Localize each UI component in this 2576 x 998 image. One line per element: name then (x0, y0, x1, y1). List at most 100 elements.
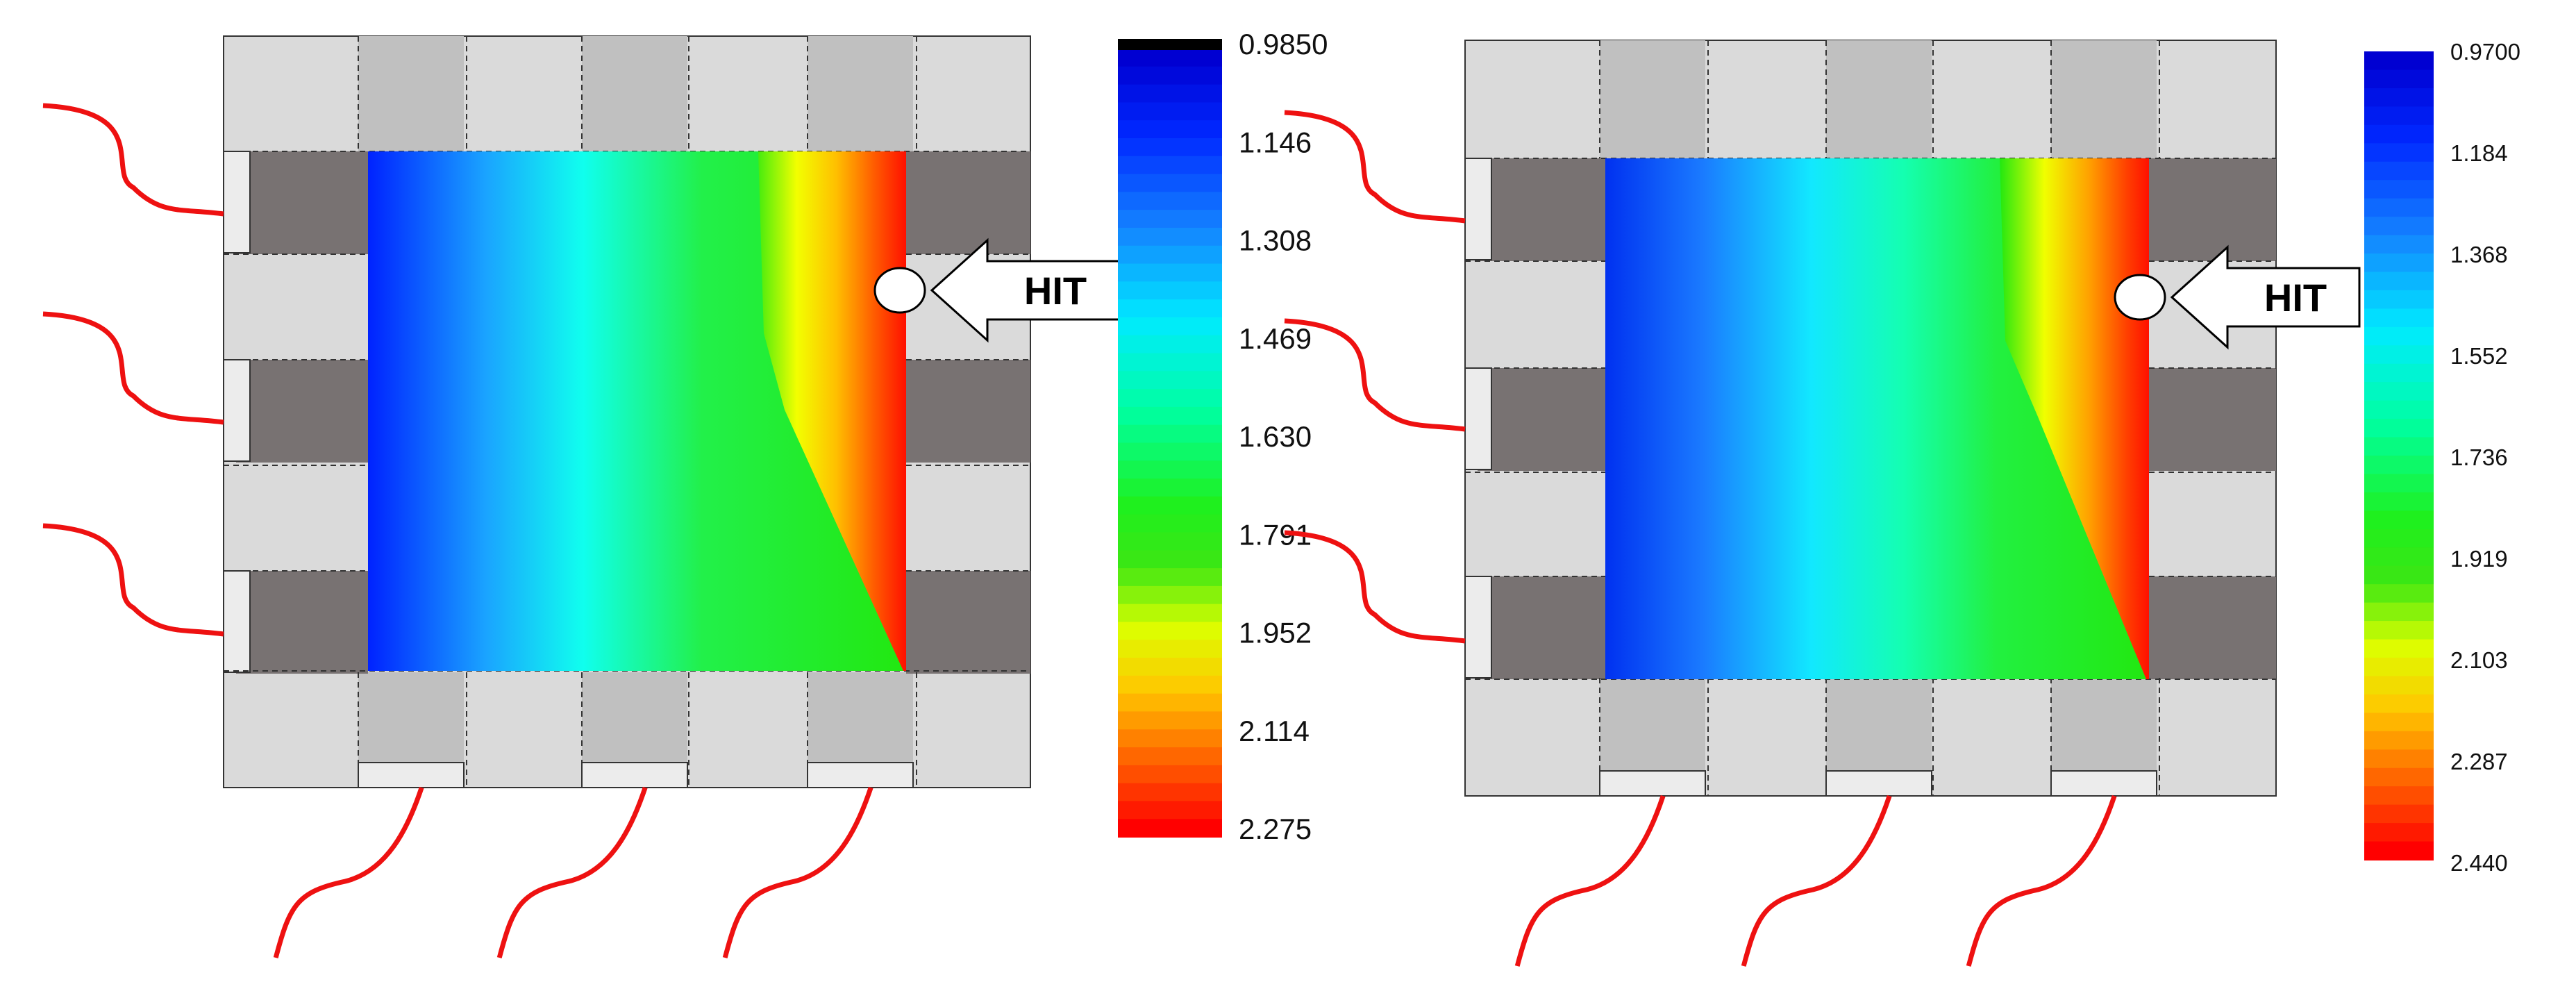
colorbar-swatch-29 (2364, 565, 2434, 585)
colorbar-tick-5: 1.630 (1239, 420, 1312, 453)
colorbar-swatch-23 (1118, 442, 1222, 462)
colorbar-swatch-13 (1118, 263, 1222, 283)
side-tile-left-2 (236, 360, 368, 463)
colorbar-swatch-21 (1118, 406, 1222, 426)
lead-wire-left-1 (42, 103, 224, 217)
colorbar-swatch-26 (1118, 496, 1222, 515)
colorbar-swatch-11 (1118, 227, 1222, 247)
colorbar-tick-4: 1.552 (2450, 343, 2508, 369)
colorbar-swatch-30 (1118, 568, 1222, 587)
colorbar-swatch-35 (2364, 676, 2434, 695)
bottom-sensor-pad-1 (1599, 770, 1706, 797)
colorbar-swatch-28 (1118, 532, 1222, 551)
colorbar-swatch-33 (2364, 639, 2434, 658)
lead-wire-bottom-3 (722, 786, 873, 958)
lead-wire-bottom-3 (1966, 795, 2117, 967)
panel-left: HIT0.98501.1461.3081.4691.6301.7911.9522… (42, 28, 1328, 958)
colorbar-swatch-7 (2364, 161, 2434, 181)
colorbar-swatch-16 (2364, 326, 2434, 347)
colorbar-swatch-44 (2364, 841, 2434, 860)
hit-arrow-icon (2170, 244, 2361, 350)
colorbar-swatch-43 (2364, 823, 2434, 842)
colorbar-swatch-24 (1118, 460, 1222, 480)
tile-top-3 (808, 36, 913, 151)
colorbar-swatch-13 (2364, 272, 2434, 291)
colorbar-swatch-39 (2364, 749, 2434, 769)
hit-label: HIT (2264, 276, 2327, 319)
colorbar-swatch-28 (2364, 547, 2434, 567)
colorbar-swatch-42 (2364, 804, 2434, 824)
colorbar-swatch-42 (1118, 783, 1222, 802)
colorbar-swatch-40 (2364, 767, 2434, 788)
lead-wire-left-1 (1284, 110, 1466, 224)
colorbar-swatch-8 (2364, 180, 2434, 199)
colorbar-swatch-12 (1118, 245, 1222, 265)
colorbar-tick-8: 2.287 (2450, 749, 2508, 774)
colorbar-swatch-44 (1118, 819, 1222, 838)
lead-wire-left-2 (42, 311, 224, 425)
colorbar-swatch-2 (1118, 66, 1222, 85)
hit-label: HIT (1024, 269, 1087, 313)
colorbar-swatch-19 (1118, 371, 1222, 390)
colorbar-swatch-35 (1118, 658, 1222, 676)
lead-wire-bottom-2 (1741, 795, 1892, 967)
colorbar-tick-2: 1.146 (1239, 126, 1312, 158)
colorbar-tick-9: 2.440 (2450, 850, 2508, 876)
colorbar-swatch-29 (1118, 550, 1222, 569)
side-tile-right-1 (906, 151, 1030, 254)
colorbar-swatch-43 (1118, 801, 1222, 820)
colorbar-swatch-10 (1118, 210, 1222, 228)
colorbar-swatch-9 (1118, 192, 1222, 211)
colorbar-swatch-18 (1118, 353, 1222, 372)
side-tile-right-3 (906, 571, 1030, 674)
colorbar-swatch-40 (1118, 747, 1222, 766)
colorbar-swatch-9 (2364, 198, 2434, 218)
colorbar-tick-7: 1.952 (1239, 617, 1312, 649)
contour-hot-region (2000, 158, 2149, 679)
left-sensor-pad-1 (223, 151, 251, 253)
colorbar-swatch-27 (1118, 514, 1222, 533)
left-sensor-pad-1 (1464, 158, 1492, 260)
colorbar-swatch-23 (2364, 456, 2434, 475)
colorbar-swatch-11 (2364, 235, 2434, 254)
colorbar-swatch-4 (1118, 102, 1222, 122)
colorbar-swatch-27 (2364, 529, 2434, 549)
lead-wire-left-2 (1284, 318, 1466, 432)
colorbar-swatch-1 (1118, 49, 1222, 67)
colorbar-top-band (1118, 39, 1222, 50)
side-tile-left-1 (236, 151, 368, 254)
left-sensor-pad-3 (1464, 576, 1492, 679)
colorbar-swatch-21 (2364, 419, 2434, 438)
impact-point-marker (2114, 274, 2166, 321)
colorbar-swatch-4 (2364, 106, 2434, 126)
bottom-sensor-pad-1 (358, 762, 465, 788)
side-tile-left-1 (1478, 158, 1605, 261)
colorbar-swatch-1 (2364, 51, 2434, 71)
impact-point-marker (873, 267, 926, 314)
colorbar-swatch-17 (2364, 345, 2434, 365)
colorbar-swatch-37 (2364, 713, 2434, 732)
colorbar-swatch-34 (2364, 658, 2434, 677)
tile-top-2 (582, 36, 687, 151)
colorbar-swatch-16 (1118, 317, 1222, 336)
colorbar-swatch-14 (1118, 281, 1222, 301)
colorbar-swatch-2 (2364, 69, 2434, 89)
colorbar-swatch-26 (2364, 510, 2434, 530)
colorbar-swatch-5 (2364, 124, 2434, 144)
colorbar-swatch-15 (2364, 308, 2434, 328)
colorbar-tick-5: 1.736 (2450, 444, 2508, 470)
side-tile-left-3 (1478, 576, 1605, 679)
colorbar: 0.9700 1.184 1.368 1.552 1.736 1.919 2.103 2.28… (2364, 39, 2520, 876)
side-tile-left-2 (1478, 368, 1605, 471)
colorbar-swatch-41 (2364, 786, 2434, 806)
colorbar-swatch-25 (2364, 492, 2434, 512)
colorbar-swatch-34 (1118, 640, 1222, 659)
colorbar-swatch-8 (1118, 174, 1222, 193)
colorbar-swatch-36 (2364, 694, 2434, 714)
colorbar-tick-1: 0.9700 (2450, 39, 2520, 65)
tile-top-1 (1600, 40, 1705, 158)
colorbar-swatch-25 (1118, 479, 1222, 497)
side-tile-right-3 (2149, 576, 2276, 679)
colorbar-swatch-6 (1118, 138, 1222, 157)
